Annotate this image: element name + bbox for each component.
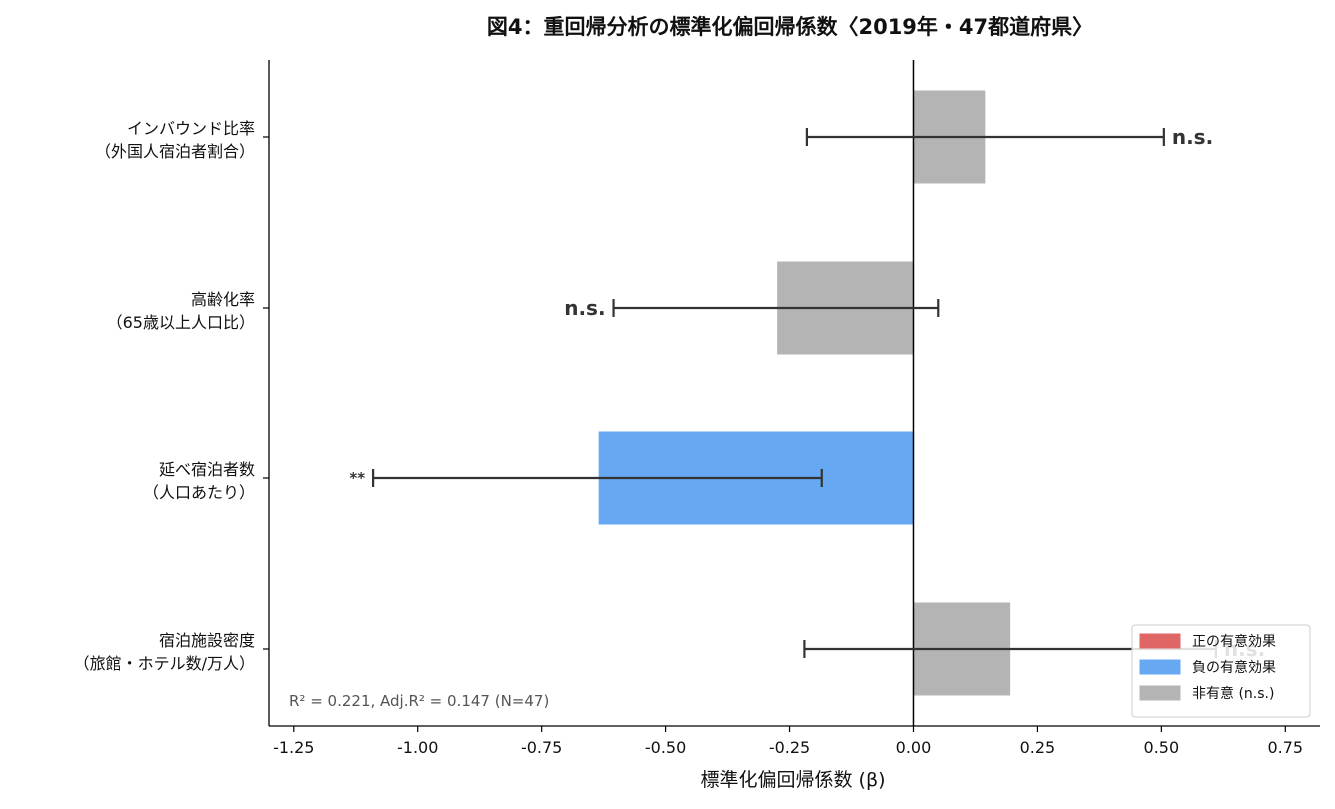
model-fit-annotation: R² = 0.221, Adj.R² = 0.147 (N=47) — [289, 692, 549, 710]
x-tick-label-7: 0.25 — [1020, 738, 1056, 757]
category-label-1-line2: （外国人宿泊者割合） — [95, 142, 255, 161]
x-tick-label-6: 0.00 — [896, 738, 932, 757]
legend-swatch-pos — [1139, 633, 1181, 649]
x-tick-label-3: -0.75 — [521, 738, 562, 757]
category-label-2-line1: 高齢化率 — [191, 290, 255, 309]
x-tick-label-9: 0.75 — [1267, 738, 1303, 757]
chart-title: 図4：重回帰分析の標準化偏回帰係数〈2019年・47都道府県〉 — [487, 15, 1093, 39]
x-tick-label-2: -1.00 — [397, 738, 438, 757]
x-tick-label-1: -1.25 — [273, 738, 314, 757]
legend-label-ns: 非有意 (n.s.) — [1192, 685, 1274, 702]
x-tick-label-5: -0.25 — [769, 738, 810, 757]
legend-swatch-ns — [1139, 685, 1181, 701]
category-label-4-line1: 宿泊施設密度 — [159, 631, 255, 650]
legend-label-neg: 負の有意効果 — [1192, 659, 1276, 676]
x-axis-label: 標準化偏回帰係数 (β) — [701, 769, 886, 791]
significance-label-2: n.s. — [564, 296, 605, 320]
category-label-3-line2: （人口あたり） — [143, 483, 255, 502]
significance-label-3: ** — [349, 469, 365, 487]
category-label-3-line1: 延べ宿泊者数 — [159, 460, 255, 479]
x-tick-label-4: -0.50 — [645, 738, 686, 757]
x-tick-label-8: 0.50 — [1144, 738, 1180, 757]
legend-label-pos: 正の有意効果 — [1192, 633, 1276, 650]
significance-label-1: n.s. — [1172, 125, 1213, 149]
category-label-2-line2: （65歳以上人口比） — [107, 313, 255, 332]
plot-area: n.s.n.s.**n.s.-1.25-1.00-0.75-0.50-0.250… — [74, 60, 1320, 757]
category-label-1-line1: インバウンド比率 — [127, 119, 255, 138]
legend-swatch-neg — [1139, 659, 1181, 675]
category-label-4-line2: （旅館・ホテル数/万人） — [74, 654, 255, 673]
